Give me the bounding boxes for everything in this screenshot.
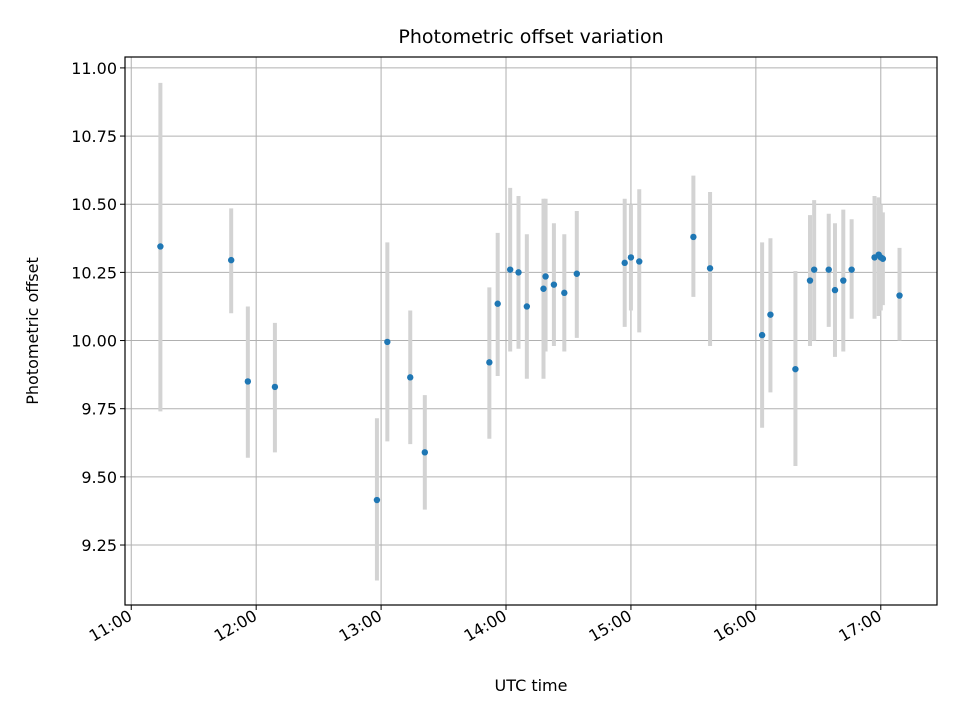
y-tick-label: 9.25	[81, 536, 117, 555]
y-axis: 9.25 9.50 9.75 10.00 10.25 10.50 10.75 11.00	[71, 59, 125, 555]
data-point	[271, 383, 279, 391]
data-point	[550, 281, 558, 288]
data-point	[690, 233, 697, 241]
y-tick-label: 10.50	[71, 195, 117, 214]
data-point	[542, 273, 549, 280]
y-tick-label: 9.50	[81, 468, 117, 487]
y-axis-title: Photometric offset	[23, 257, 42, 405]
data-point	[244, 378, 252, 385]
data-point	[506, 266, 514, 273]
data-points	[157, 233, 903, 504]
plot-frame	[124, 56, 938, 606]
data-point	[627, 254, 635, 261]
chart-title: Photometric offset variation	[398, 26, 663, 48]
data-point	[561, 289, 568, 297]
data-point	[825, 266, 832, 273]
data-point	[515, 269, 522, 276]
data-point	[831, 286, 839, 294]
data-point	[494, 300, 501, 307]
data-point	[636, 258, 643, 265]
data-point	[407, 374, 414, 381]
data-point	[758, 331, 766, 339]
y-tick-label: 9.75	[81, 400, 117, 419]
x-axis-title: UTC time	[495, 676, 568, 695]
data-point	[573, 270, 581, 277]
data-point	[806, 277, 814, 284]
data-point	[621, 259, 628, 267]
data-point	[523, 303, 531, 310]
grid	[125, 57, 937, 605]
y-tick-label: 10.00	[71, 332, 117, 351]
data-point	[792, 365, 799, 373]
y-tick-label: 10.75	[71, 127, 117, 146]
data-point	[486, 359, 493, 366]
y-tick-label: 10.25	[71, 263, 117, 282]
data-point	[767, 311, 774, 318]
data-point	[706, 265, 714, 272]
y-tick-label: 11.00	[71, 59, 117, 78]
data-point	[879, 255, 887, 262]
data-point	[373, 496, 381, 504]
data-point	[896, 292, 903, 299]
data-point	[421, 449, 429, 456]
data-point	[540, 285, 547, 292]
data-point	[848, 266, 855, 273]
data-point	[384, 338, 391, 346]
data-point	[157, 243, 164, 250]
data-point	[810, 266, 818, 273]
data-point	[227, 256, 235, 264]
data-point	[840, 277, 847, 284]
